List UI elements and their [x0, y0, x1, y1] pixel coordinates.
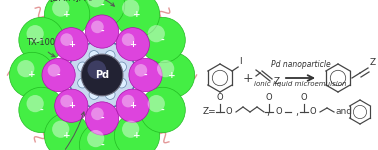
Circle shape	[19, 17, 64, 63]
Text: +: +	[243, 72, 253, 84]
Circle shape	[122, 95, 135, 107]
Circle shape	[60, 33, 73, 46]
Text: +: +	[133, 131, 141, 140]
Circle shape	[79, 122, 125, 150]
Circle shape	[55, 28, 88, 61]
Circle shape	[55, 89, 88, 122]
Text: -: -	[40, 105, 43, 114]
Circle shape	[9, 52, 55, 98]
Circle shape	[44, 113, 90, 150]
Circle shape	[157, 60, 174, 77]
Circle shape	[105, 51, 115, 60]
Text: Z: Z	[370, 58, 376, 67]
Circle shape	[26, 25, 44, 42]
Circle shape	[26, 95, 44, 112]
Circle shape	[85, 15, 119, 48]
Circle shape	[77, 78, 87, 88]
Text: O: O	[226, 108, 232, 117]
Circle shape	[45, 0, 90, 37]
Circle shape	[89, 90, 99, 99]
Circle shape	[87, 130, 104, 147]
Circle shape	[19, 87, 64, 133]
Circle shape	[148, 25, 165, 42]
Text: -: -	[161, 36, 164, 45]
Text: +: +	[63, 10, 71, 19]
Circle shape	[60, 95, 73, 107]
Text: ,: ,	[295, 107, 298, 117]
Circle shape	[117, 62, 127, 72]
Circle shape	[122, 33, 135, 46]
Text: ,: ,	[266, 107, 269, 117]
Text: O: O	[275, 108, 282, 117]
Text: +: +	[28, 70, 36, 80]
Circle shape	[114, 0, 160, 37]
Text: Pd: Pd	[95, 70, 109, 80]
Text: +: +	[129, 40, 136, 49]
Circle shape	[17, 60, 34, 77]
Text: -: -	[100, 140, 104, 149]
Circle shape	[116, 28, 149, 61]
Text: +: +	[68, 101, 75, 110]
Text: O: O	[310, 108, 317, 117]
Text: Z=: Z=	[203, 108, 217, 117]
Text: [BMIM]PF₆: [BMIM]PF₆	[49, 0, 115, 6]
Circle shape	[88, 60, 106, 79]
Text: Pd nanoparticle: Pd nanoparticle	[271, 60, 330, 69]
Text: +: +	[129, 101, 136, 110]
Text: and: and	[336, 108, 353, 117]
Circle shape	[122, 0, 139, 17]
Circle shape	[85, 102, 119, 135]
Text: O: O	[217, 93, 223, 102]
Text: TX-100: TX-100	[26, 38, 56, 57]
Circle shape	[149, 52, 195, 98]
Circle shape	[140, 87, 185, 133]
Text: +: +	[63, 131, 71, 140]
Text: -: -	[40, 36, 43, 45]
Text: I: I	[239, 57, 242, 66]
Text: -: -	[144, 70, 147, 80]
Circle shape	[129, 58, 162, 92]
Circle shape	[52, 121, 69, 138]
Text: -: -	[100, 114, 104, 123]
Circle shape	[68, 41, 136, 109]
Circle shape	[122, 121, 139, 138]
Circle shape	[91, 108, 104, 120]
Text: -: -	[100, 27, 104, 36]
Circle shape	[135, 64, 147, 77]
Text: +: +	[133, 10, 141, 19]
Circle shape	[91, 21, 104, 33]
Circle shape	[117, 78, 127, 88]
Text: -: -	[100, 1, 104, 10]
Circle shape	[148, 95, 165, 112]
Circle shape	[52, 0, 70, 17]
Circle shape	[77, 62, 87, 72]
Circle shape	[140, 17, 185, 63]
Circle shape	[105, 90, 115, 99]
Text: Nanosized water  pool: Nanosized water pool	[11, 112, 105, 150]
Circle shape	[114, 113, 160, 150]
Text: O: O	[266, 93, 272, 102]
Circle shape	[81, 54, 123, 96]
Text: Z: Z	[274, 76, 280, 85]
Text: -: -	[161, 105, 164, 114]
Text: +: +	[68, 40, 75, 49]
Circle shape	[48, 64, 60, 77]
Text: ionic liquid microemulsion: ionic liquid microemulsion	[254, 81, 347, 87]
Circle shape	[42, 58, 75, 92]
Circle shape	[116, 89, 149, 122]
Circle shape	[79, 0, 125, 28]
Circle shape	[87, 0, 104, 7]
Text: O: O	[301, 93, 307, 102]
Circle shape	[89, 51, 99, 60]
Text: +: +	[168, 70, 176, 80]
Text: -: -	[57, 70, 60, 80]
